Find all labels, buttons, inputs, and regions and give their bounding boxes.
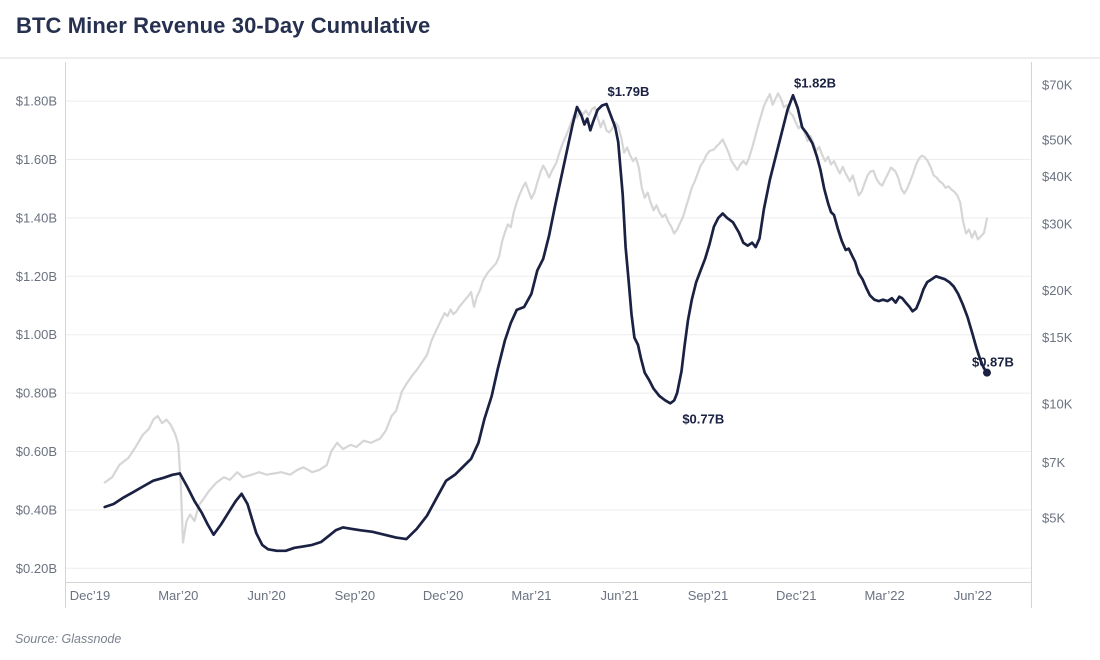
x-axis-labels: Dec’19 Mar’20 Jun’20 Sep’20 Dec’20 Mar’21 Jun’… <box>70 588 992 603</box>
revenue-line <box>103 93 991 553</box>
source-note: Source: Glassnode <box>15 632 122 646</box>
svg-text:$15K: $15K <box>1042 330 1073 345</box>
svg-text:$1.80B: $1.80B <box>16 94 57 109</box>
right-axis-labels: $70K $50K $40K $30K $20K $15K $10K $7K $5K <box>1042 77 1073 525</box>
svg-text:Jun’20: Jun’20 <box>247 588 285 603</box>
svg-text:Sep’20: Sep’20 <box>335 588 375 603</box>
svg-text:Jun’22: Jun’22 <box>954 588 992 603</box>
page-title: BTC Miner Revenue 30-Day Cumulative <box>16 13 431 38</box>
value-annotation: $1.79B <box>607 84 649 99</box>
svg-text:Jun’21: Jun’21 <box>601 588 639 603</box>
svg-text:Dec’19: Dec’19 <box>70 588 110 603</box>
value-annotation: $0.87B <box>972 355 1014 370</box>
left-axis-labels: $1.80B $1.60B $1.40B $1.20B $1.00B $0.80B $0.6… <box>16 94 57 576</box>
annotations: $1.79B $1.82B $0.77B $0.87B <box>607 75 1013 426</box>
svg-text:$40K: $40K <box>1042 169 1073 184</box>
svg-text:Mar’21: Mar’21 <box>511 588 551 603</box>
svg-text:$70K: $70K <box>1042 77 1073 92</box>
price-line <box>103 92 989 544</box>
svg-text:$7K: $7K <box>1042 455 1065 470</box>
value-annotation: $0.77B <box>682 411 724 426</box>
gridlines <box>66 100 1031 569</box>
svg-text:$20K: $20K <box>1042 283 1073 298</box>
svg-text:$5K: $5K <box>1042 510 1065 525</box>
svg-text:Dec’21: Dec’21 <box>776 588 816 603</box>
svg-text:$1.00B: $1.00B <box>16 327 57 342</box>
svg-text:$1.60B: $1.60B <box>16 152 57 167</box>
plot-border <box>65 62 1032 608</box>
svg-text:$30K: $30K <box>1042 216 1073 231</box>
svg-text:Dec’20: Dec’20 <box>423 588 463 603</box>
svg-text:Mar’22: Mar’22 <box>864 588 904 603</box>
svg-text:$0.80B: $0.80B <box>16 386 57 401</box>
svg-text:$50K: $50K <box>1042 133 1073 148</box>
svg-text:$1.20B: $1.20B <box>16 269 57 284</box>
series-end-dot <box>982 368 991 377</box>
svg-text:$0.40B: $0.40B <box>16 502 57 517</box>
svg-text:$0.60B: $0.60B <box>16 444 57 459</box>
svg-text:$1.40B: $1.40B <box>16 210 57 225</box>
value-annotation: $1.82B <box>794 75 836 90</box>
svg-text:$10K: $10K <box>1042 397 1073 412</box>
svg-text:Sep’21: Sep’21 <box>688 588 728 603</box>
svg-text:$0.20B: $0.20B <box>16 561 57 576</box>
svg-text:Mar’20: Mar’20 <box>158 588 198 603</box>
